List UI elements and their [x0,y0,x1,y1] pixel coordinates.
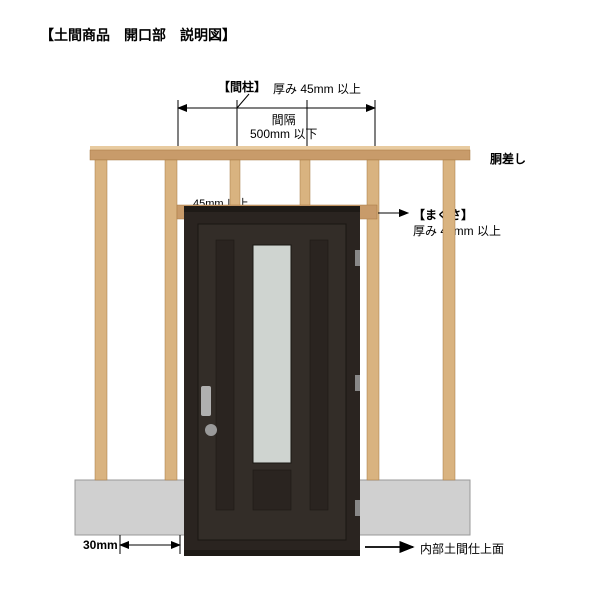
door-glass [253,245,291,463]
top-beam-face [90,146,470,150]
diagram-svg [0,0,600,600]
foundation-right [350,480,470,535]
top-beam [90,150,470,160]
post-1 [95,160,107,480]
stud-1 [230,160,240,206]
post-4 [443,160,455,480]
door-group [184,206,360,556]
door-handle [201,386,211,416]
stud-2 [300,160,310,206]
foundation-left [75,480,195,535]
post-2 [165,160,177,480]
